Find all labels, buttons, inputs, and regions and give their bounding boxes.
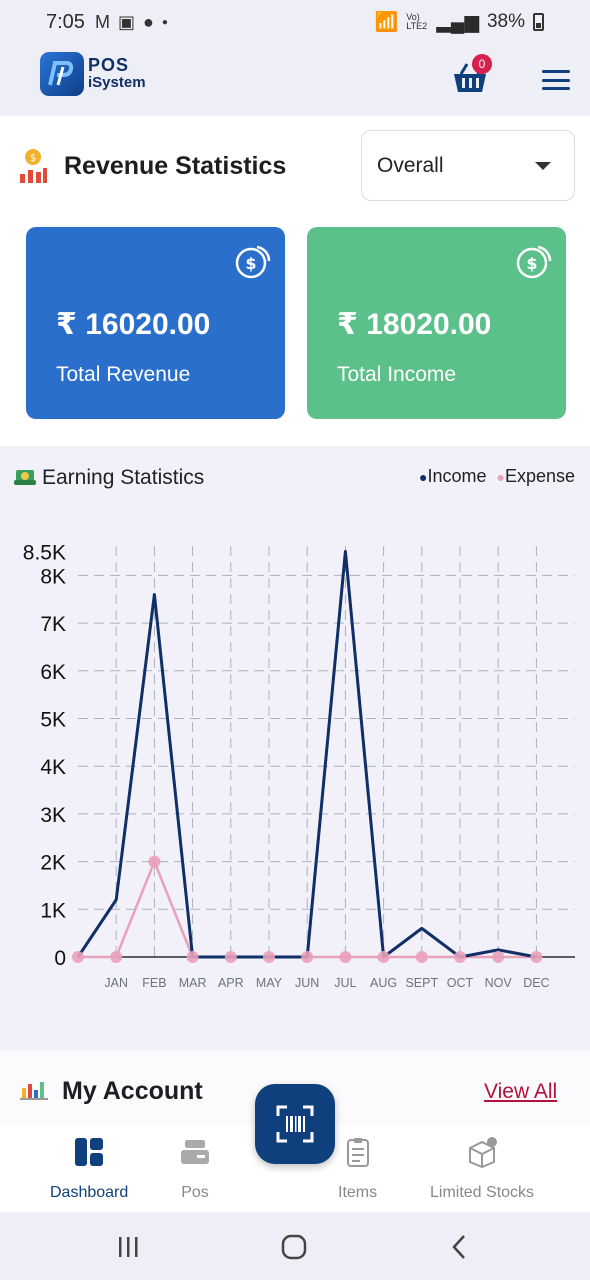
pos-icon [181,1140,209,1164]
logo-icon [40,52,84,96]
data-point-expense [492,951,505,963]
total-income-amount: ₹ 18020.00 [337,308,492,341]
x-tick-label: AUG [370,976,397,990]
period-dropdown[interactable]: Overall [361,130,575,201]
my-account-title: My Account [62,1077,203,1105]
nav-item-items[interactable]: Items [338,1136,377,1202]
x-tick-label: NOV [485,976,513,990]
data-point-expense [224,951,237,963]
signal-icon: ▂▄▆ [436,11,479,33]
data-point-expense [415,951,428,963]
y-tick-label: 1K [40,899,66,922]
back-icon[interactable] [450,1234,468,1260]
x-tick-label: MAR [179,976,207,990]
nav-label-items: Items [338,1184,378,1201]
data-point-expense [454,951,466,963]
account-chart-icon [20,1082,48,1100]
chart-legend: ●Income ●Expense [419,466,575,487]
svg-text:$: $ [245,254,256,273]
battery-icon [533,13,544,31]
nav-label-pos: Pos [181,1184,209,1201]
x-tick-label: MAY [256,976,283,990]
data-point-expense [530,951,543,963]
cart-button[interactable]: 0 [450,54,492,96]
dollar-coin-icon: $ [516,245,552,279]
period-dropdown-value: Overall [377,153,444,177]
x-tick-label: OCT [447,976,474,990]
home-icon[interactable] [281,1234,307,1260]
data-point-expense [263,951,275,963]
gallery-icon: ▣ [117,11,135,32]
app-header: POS iSystem 0 [0,44,590,116]
barcode-scan-icon [276,1105,314,1143]
recent-apps-icon[interactable] [117,1236,141,1258]
y-tick-label: 8.5K [23,542,66,565]
notification-icon: ● [142,11,154,32]
nav-item-pos[interactable]: Pos [179,1136,211,1202]
items-icon [346,1138,369,1167]
y-tick-label: 8K [40,565,66,588]
x-tick-label: JUN [295,976,319,990]
revenue-statistics-section: $ Revenue Statistics Overall $ ₹ 16020.0… [0,116,590,446]
system-navigation-bar [0,1212,590,1280]
wifi-icon: 📶 [374,12,399,33]
x-tick-label: SEPT [405,976,438,990]
total-revenue-card[interactable]: $ ₹ 16020.00 Total Revenue [26,227,285,419]
gmail-icon: M [94,11,110,32]
status-bar: 7:05 M ▣ ● ● 📶 Vo) LTE2 ▂▄▆ 38% [0,0,590,44]
barcode-scan-button[interactable] [255,1084,335,1164]
x-tick-label: FEB [142,976,166,990]
y-tick-label: 6K [40,661,66,684]
y-tick-label: 0 [54,947,66,970]
hamburger-menu-button[interactable] [542,70,570,90]
dot-icon: ● [161,16,168,28]
app-logo: POS iSystem [40,52,146,96]
y-tick-label: 5K [40,709,66,732]
x-tick-label: JUL [334,976,356,990]
x-tick-label: APR [218,976,244,990]
svg-text:$: $ [526,254,537,273]
y-tick-label: 2K [40,852,66,875]
total-revenue-label: Total Revenue [56,363,191,386]
logo-line1: POS [88,55,130,75]
money-stack-icon [14,470,36,485]
earning-line-chart: 0 1K 2K 3K 4K 5K 6K 7K 8K8.5K JAN FEB MAR APR MAY JUN J… [23,542,575,990]
view-all-link[interactable]: View All [484,1080,558,1103]
y-tick-label: 4K [40,756,66,779]
data-point-expense [301,951,314,963]
network-label: Vo) LTE2 [406,12,428,31]
earning-statistics-section: 0 1K 2K 3K 4K 5K 6K 7K 8K 8.5K JAN FEB MAR APR MAY JUN J… [0,446,590,1050]
y-tick-label: 3K [40,804,66,827]
chevron-down-icon [535,161,551,170]
nav-item-limited-stocks[interactable]: Limited Stocks [430,1136,534,1202]
x-tick-label: DEC [523,976,549,990]
legend-income: ●Income [418,466,487,486]
y-tick-label: 7K [40,613,66,636]
svg-text:$: $ [30,153,36,164]
data-point-expense [186,951,199,963]
battery-percent: 38% [486,11,525,32]
nav-label-dashboard: Dashboard [50,1184,129,1201]
total-income-card[interactable]: $ ₹ 18020.00 Total Income [307,227,566,419]
status-time: 7:05 [46,10,85,33]
revenue-statistics-title: Revenue Statistics [64,152,287,180]
earning-statistics-title: Earning Statistics [42,466,205,489]
dollar-coin-icon: $ [235,245,271,279]
legend-expense: ●Expense [496,466,575,486]
logo-line2: iSystem [88,74,146,91]
x-tick-label: JAN [104,976,128,990]
nav-item-dashboard[interactable]: Dashboard [50,1136,128,1202]
data-point-expense [72,951,84,963]
data-point-expense [110,951,123,963]
total-revenue-amount: ₹ 16020.00 [56,308,211,341]
nav-label-limited-stocks: Limited Stocks [430,1184,535,1201]
revenue-chart-icon: $ [20,149,47,183]
limited-stocks-icon [469,1137,498,1168]
data-point-expense [148,855,161,868]
data-point-expense [339,951,352,963]
data-point-expense [377,951,390,963]
cart-count-badge: 0 [472,54,492,74]
total-income-label: Total Income [337,363,457,386]
dashboard-icon [75,1138,104,1166]
